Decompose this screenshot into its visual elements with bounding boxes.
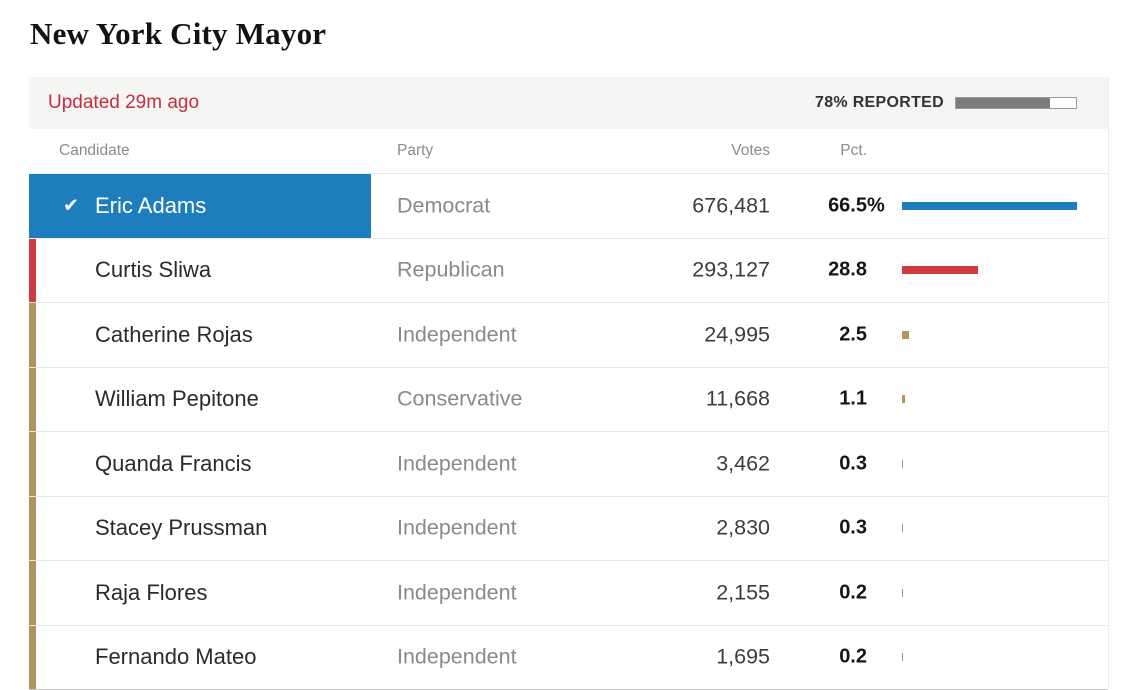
candidate-pct: 0.3 [777, 452, 867, 475]
party-color-strip-icon [29, 238, 36, 302]
column-header-row: Candidate Party Votes Pct. [29, 129, 1108, 173]
pct-bar-track [902, 459, 1077, 468]
pct-bar [902, 653, 903, 662]
party-color-strip-icon [29, 367, 36, 431]
candidate-votes: 1,695 [716, 644, 770, 669]
pct-number: 0.3 [839, 452, 867, 475]
candidate-votes: 11,668 [705, 386, 770, 411]
pct-bar [902, 459, 903, 468]
pct-number: 1.1 [839, 387, 867, 410]
candidate-pct: 1.1 [777, 388, 867, 411]
pct-bar [902, 201, 1077, 210]
pct-bar-track [902, 653, 1077, 662]
pct-bar-track [902, 330, 1077, 339]
candidate-name: Raja Flores [95, 579, 208, 605]
column-header-candidate: Candidate [59, 142, 130, 159]
table-row: ✔ Eric Adams Democrat 676,481 66.5% [29, 173, 1108, 238]
pct-number: 66.5 [828, 194, 867, 217]
candidate-pct: 66.5% [777, 194, 885, 217]
candidate-votes: 293,127 [692, 257, 770, 282]
candidate-name: Eric Adams [95, 192, 207, 218]
party-color-strip-icon [29, 625, 36, 689]
candidate-party: Independent [397, 515, 517, 540]
candidate-votes: 24,995 [704, 322, 770, 347]
candidate-votes: 2,830 [716, 515, 770, 540]
reported-progressbar [955, 97, 1077, 109]
candidate-party: Conservative [397, 386, 523, 411]
pct-number: 0.3 [839, 516, 867, 539]
results-table: Updated 29m ago 78% REPORTED Candidate P… [29, 77, 1109, 690]
column-header-votes: Votes [731, 142, 770, 159]
candidate-name: Stacey Prussman [95, 515, 268, 541]
pct-bar-track [902, 588, 1077, 597]
pct-bar [902, 588, 903, 597]
candidate-name: William Pepitone [95, 386, 259, 412]
winner-highlight [29, 174, 371, 238]
candidate-pct: 28.8 [777, 259, 867, 282]
pct-bar-track [902, 201, 1077, 210]
candidate-rows: ✔ Eric Adams Democrat 676,481 66.5% ✔ Cu… [29, 173, 1108, 690]
candidate-pct: 0.2 [777, 646, 867, 669]
table-row: ✔ Catherine Rojas Independent 24,995 2.5 [29, 302, 1108, 367]
pct-number: 28.8 [828, 258, 867, 281]
party-color-strip-icon [29, 561, 36, 625]
pct-number: 2.5 [839, 323, 867, 346]
table-row: ✔ Fernando Mateo Independent 1,695 0.2 [29, 624, 1108, 689]
reported-label: 78% REPORTED [815, 94, 944, 111]
candidate-party: Independent [397, 322, 517, 347]
candidate-name: Curtis Sliwa [95, 257, 212, 283]
candidate-party: Independent [397, 644, 517, 669]
candidate-party: Republican [397, 257, 505, 282]
updated-timestamp: Updated 29m ago [48, 92, 200, 113]
pct-percent-sign: % [867, 194, 885, 217]
table-row: ✔ Quanda Francis Independent 3,462 0.3 [29, 431, 1108, 496]
candidate-name: Fernando Mateo [95, 644, 257, 670]
pct-bar-track [902, 395, 1077, 404]
pct-bar [902, 330, 909, 339]
column-header-pct: Pct. [840, 142, 867, 159]
party-color-strip-icon [29, 303, 36, 367]
candidate-name: Catherine Rojas [95, 321, 253, 347]
candidate-pct: 0.2 [777, 581, 867, 604]
candidate-pct: 2.5 [777, 323, 867, 346]
pct-bar [902, 395, 905, 404]
table-row: ✔ Curtis Sliwa Republican 293,127 28.8 [29, 237, 1108, 302]
reported-progress-fill [956, 98, 1050, 108]
candidate-votes: 2,155 [716, 580, 770, 605]
pct-bar-track [902, 266, 1077, 275]
party-color-strip-icon [29, 496, 36, 560]
table-row: ✔ Stacey Prussman Independent 2,830 0.3 [29, 495, 1108, 560]
candidate-votes: 676,481 [692, 193, 770, 218]
table-row: ✔ Raja Flores Independent 2,155 0.2 [29, 560, 1108, 625]
candidate-name: Quanda Francis [95, 450, 252, 476]
status-bar: Updated 29m ago 78% REPORTED [29, 77, 1108, 129]
pct-bar-track [902, 524, 1077, 533]
pct-bar [902, 524, 903, 533]
candidate-party: Independent [397, 580, 517, 605]
pct-bar [902, 266, 978, 275]
winner-check-icon: ✔ [63, 195, 79, 217]
candidate-pct: 0.3 [777, 517, 867, 540]
pct-number: 0.2 [839, 581, 867, 604]
column-header-party: Party [397, 142, 434, 159]
page-title: New York City Mayor [30, 16, 327, 51]
candidate-party: Democrat [397, 193, 491, 218]
candidate-votes: 3,462 [716, 451, 770, 476]
candidate-party: Independent [397, 451, 517, 476]
pct-number: 0.2 [839, 645, 867, 668]
party-color-strip-icon [29, 432, 36, 496]
table-row: ✔ William Pepitone Conservative 11,668 1… [29, 366, 1108, 431]
party-color-strip-icon [29, 174, 36, 238]
